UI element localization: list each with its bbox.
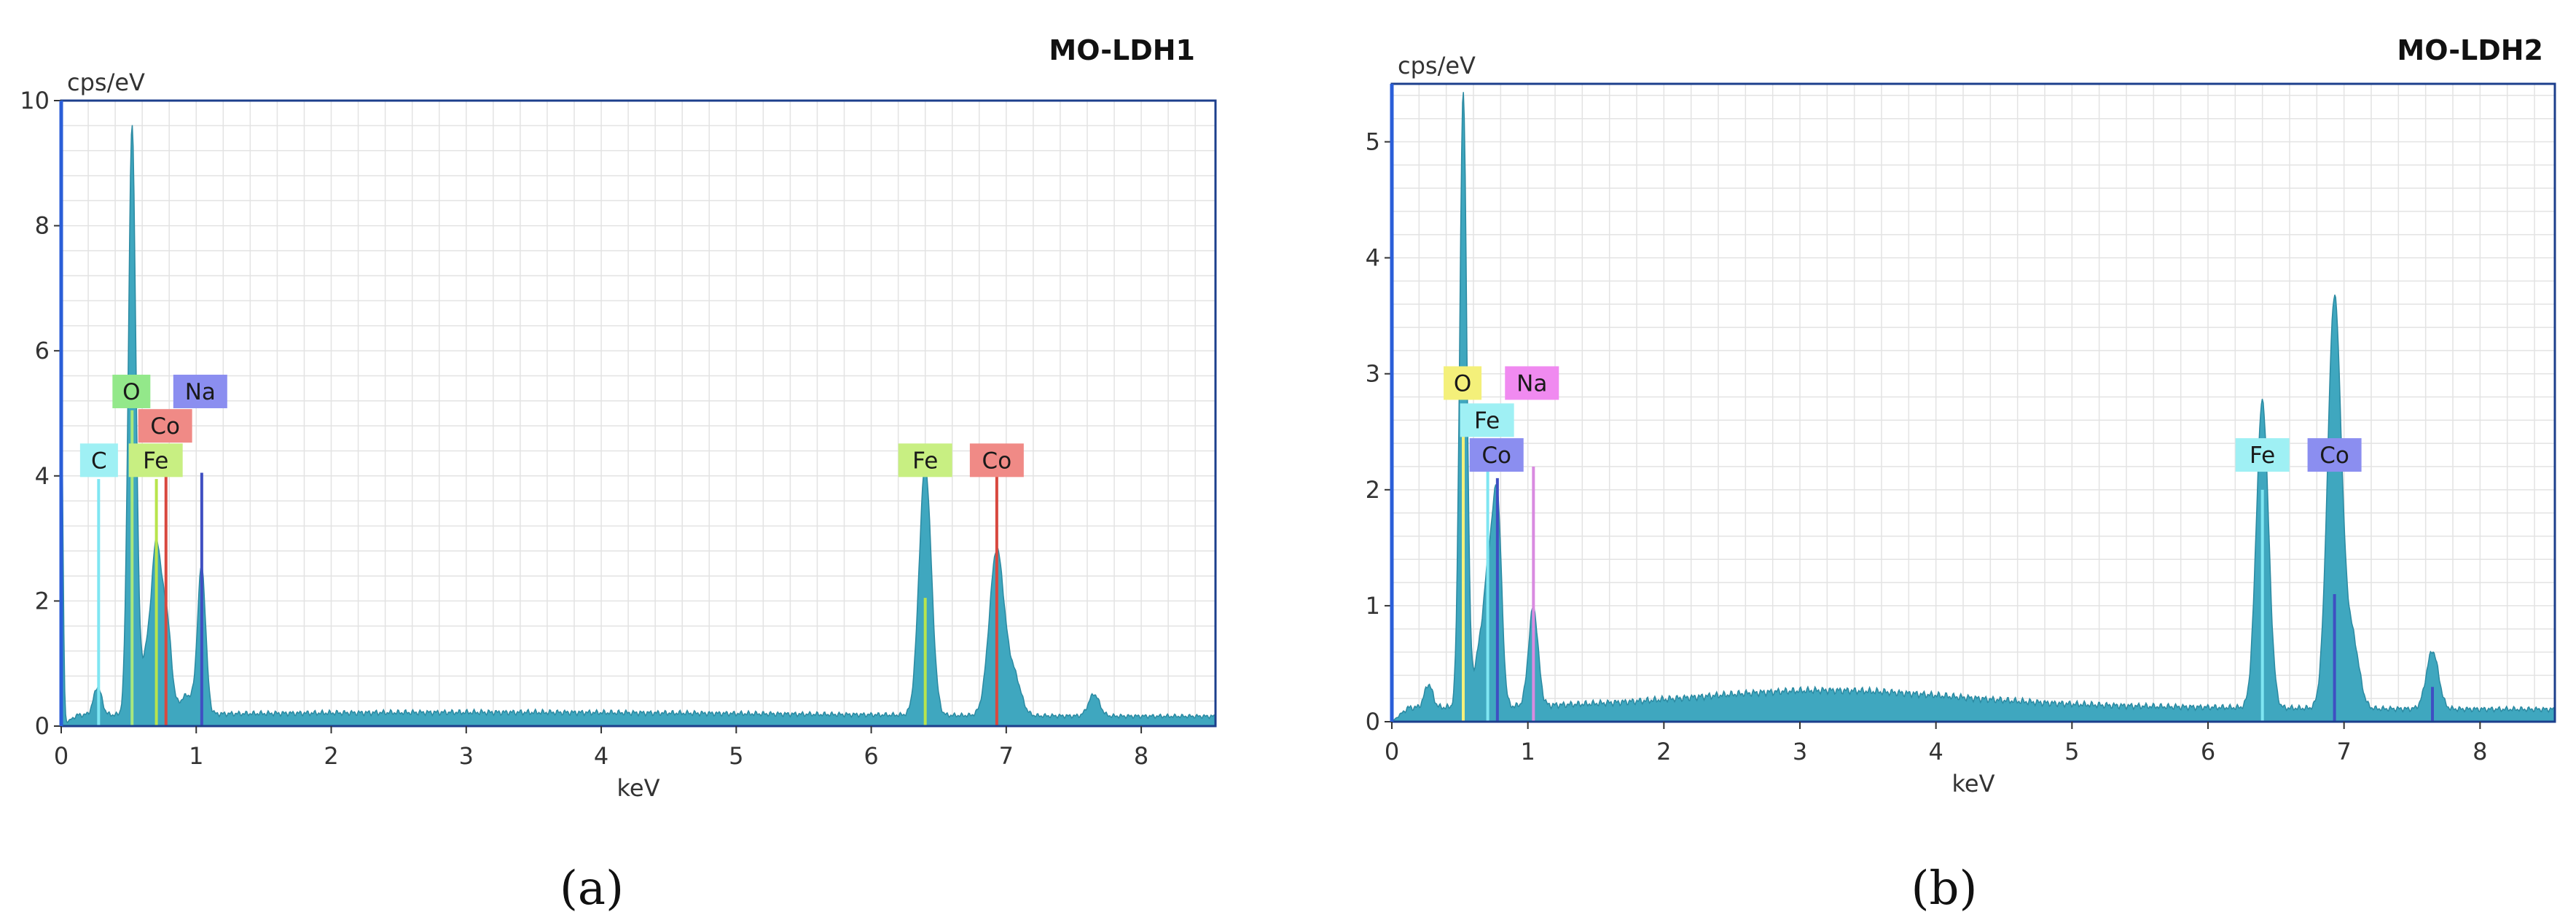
panel-a-element-label-1: Na [185, 379, 216, 405]
panel-a-element-label-4: Fe [143, 448, 168, 474]
panel-b-y-tick-5: 5 [1366, 128, 1380, 156]
panel-a-element-label-box-2 [138, 409, 192, 443]
panel-a-x-tick-1: 1 [189, 742, 203, 770]
panel-a-element-label-box-1 [173, 374, 227, 408]
panel-b-x-tick-5: 5 [2064, 738, 2079, 765]
panel-b-caption: (b) [1911, 862, 1978, 916]
panel-b-element-label-box-5 [2307, 438, 2362, 472]
panel-a-title: MO-LDH1 [1049, 34, 1195, 66]
panel-a-caption: (a) [560, 862, 624, 916]
panel-b-element-label-box-1 [1505, 366, 1559, 400]
panel-a-element-label-box-6 [969, 443, 1024, 477]
panel-b-element-label-box-4 [2235, 438, 2290, 472]
panel-b-x-tick-6: 6 [2201, 738, 2215, 765]
panel-a-element-label-box-5 [898, 443, 952, 477]
panel-b-x-tick-0: 0 [1385, 738, 1399, 765]
panel-b-element-label-0: O [1454, 370, 1471, 397]
panel-a-grid [60, 100, 1215, 727]
panel-a-x-tick-labels: 0 1 2 3 4 5 6 7 8 [54, 726, 1148, 770]
panel-b-element-lines [1462, 414, 2434, 722]
panel-a-element-label-3: C [91, 448, 107, 474]
panel-b-x-tick-4: 4 [1928, 738, 1943, 765]
panel-a-element-label-6: Co [982, 448, 1012, 474]
panel-a-x-tick-5: 5 [729, 742, 743, 770]
panel-a-x-tick-8: 8 [1134, 742, 1148, 770]
panel-a-element-label-5: Fe [912, 448, 938, 474]
panel-b-element-labels: O Na Fe Co Fe Co [1444, 366, 2362, 472]
panel-b-x-tick-labels: 0 1 2 3 4 5 6 7 8 [1385, 722, 2488, 765]
panel-a-y-tick-0: 0 [35, 712, 50, 740]
panel-a-y-tick-1: 2 [35, 587, 50, 615]
panel-a-x-tick-4: 4 [594, 742, 608, 770]
panel-b-y-tick-3: 3 [1366, 360, 1380, 388]
panel-a-element-label-0: O [122, 379, 140, 405]
panel-a-x-tick-2: 2 [324, 742, 338, 770]
panel-a-x-tick-7: 7 [999, 742, 1014, 770]
panel-a-y-tick-3: 6 [35, 337, 50, 365]
panel-a-spectrum-area [60, 125, 1216, 727]
panel-b-element-label-1: Na [1516, 370, 1547, 397]
panel-b-x-tick-1: 1 [1520, 738, 1535, 765]
panel-b-element-label-2: Fe [1474, 408, 1500, 434]
panel-b-x-tick-7: 7 [2336, 738, 2351, 765]
panel-a-y-tick-labels: 0 2 4 6 8 10 [20, 87, 61, 740]
panel-b-y-tick-labels: 0 1 2 3 4 5 [1366, 128, 1392, 736]
panel-b-x-tick-3: 3 [1793, 738, 1807, 765]
panel-a-element-label-box-4 [128, 443, 183, 477]
panel-b-element-label-box-0 [1444, 366, 1482, 400]
panel-a-x-tick-3: 3 [459, 742, 474, 770]
panel-a-x-axis-label: keV [617, 774, 660, 802]
panel-b-y-axis-label: cps/eV [1398, 52, 1476, 79]
panel-a-y-tick-5: 10 [20, 87, 50, 114]
panel-a-y-tick-4: 8 [35, 212, 50, 240]
panel-a-y-axis-label: cps/eV [67, 69, 145, 96]
panel-b-x-tick-2: 2 [1656, 738, 1671, 765]
panel-a-element-label-box-3 [79, 443, 118, 477]
panel-b-x-tick-8: 8 [2473, 738, 2487, 765]
panel-b-y-tick-2: 2 [1366, 476, 1380, 504]
panel-a-y-tick-2: 4 [35, 462, 50, 490]
panel-b-y-tick-0: 0 [1366, 708, 1380, 736]
panel-b-y-tick-4: 4 [1366, 244, 1380, 272]
panel-b-element-label-box-3 [1469, 438, 1524, 472]
panel-b-y-tick-1: 1 [1366, 592, 1380, 620]
panel-a-x-tick-6: 6 [864, 742, 878, 770]
panel-a-element-label-box-0 [112, 374, 151, 408]
panel-b-grid [1391, 84, 2555, 722]
panel-b-title: MO-LDH2 [2397, 34, 2543, 66]
panel-b-element-label-3: Co [1481, 443, 1511, 469]
panel-b-element-label-box-2 [1460, 403, 1514, 437]
panel-a-element-label-2: Co [150, 413, 180, 440]
panel-a-x-tick-0: 0 [54, 742, 68, 770]
panel-b-element-label-5: Co [2319, 443, 2349, 469]
panel-b-x-axis-label: keV [1952, 770, 1995, 798]
panel-b-element-label-4: Fe [2250, 443, 2275, 469]
panel-b-spectrum-area [1390, 92, 2556, 722]
